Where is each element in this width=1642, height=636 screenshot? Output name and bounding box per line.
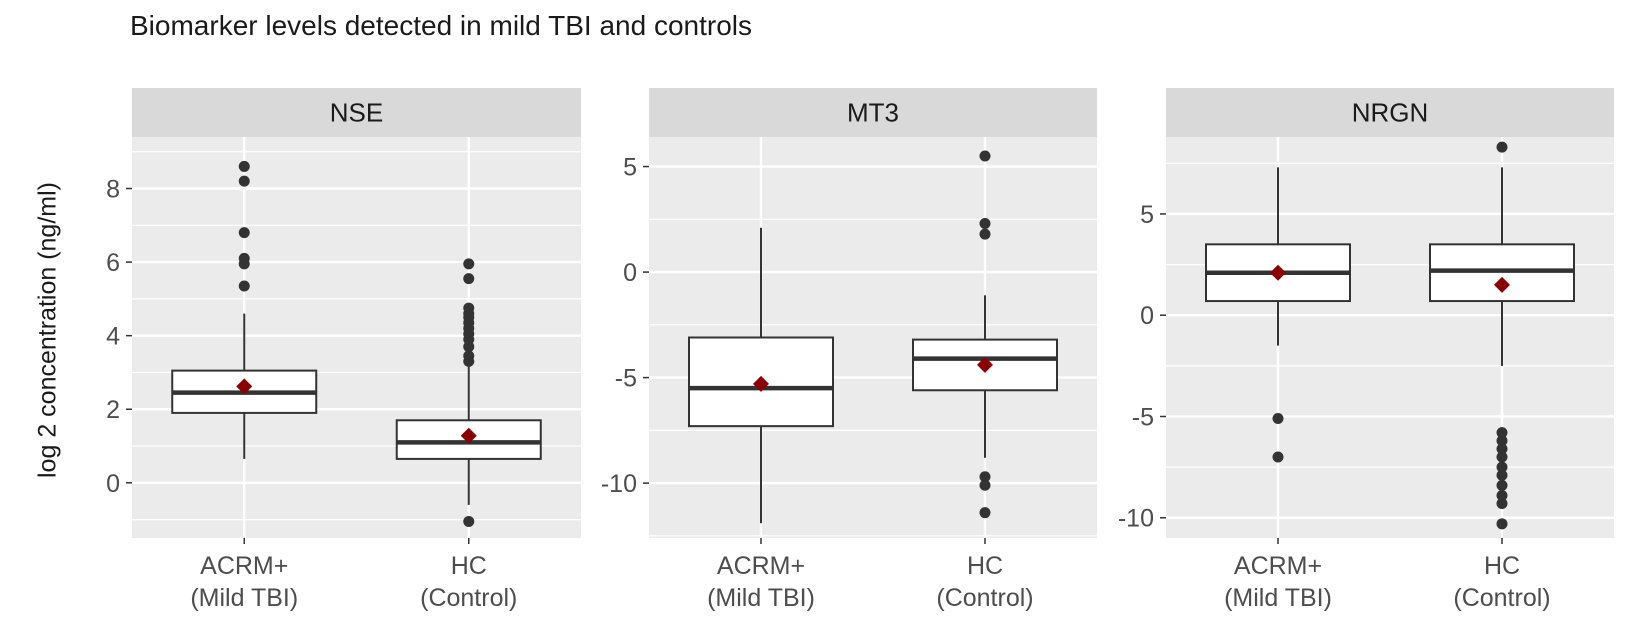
- panel-mt3-strip: [649, 88, 1097, 137]
- panel-nrgn-box-hc-outlier-point: [1496, 427, 1508, 439]
- panel-nrgn-box-hc-outlier-point: [1496, 518, 1508, 530]
- panel-mt3-strip-label: MT3: [847, 98, 899, 128]
- panel-nrgn: NRGN -10 -5 0 5 ACRM+ (Mild TBI) HC (Control): [1118, 88, 1614, 612]
- panel-nrgn-y-tick-label: 5: [1140, 201, 1154, 229]
- panel-mt3-y-tick-label: 0: [623, 259, 637, 287]
- panel-mt3-x-tick-label: (Control): [936, 584, 1033, 612]
- panel-nse-box-acrm-outlier-point: [238, 175, 250, 187]
- panel-nse-box-hc-outlier-point: [463, 302, 475, 314]
- panel-mt3-y-tick-label: -10: [601, 470, 637, 498]
- panel-nse-box-acrm-outlier-point: [238, 280, 250, 292]
- panel-nrgn-box-acrm-mean-marker: [1270, 264, 1286, 281]
- panel-nrgn-box-hc-outlier-point: [1496, 489, 1508, 501]
- panel-nse-box-acrm-outlier-point: [238, 160, 250, 172]
- panel-nrgn-strip-label: NRGN: [1352, 98, 1429, 128]
- panel-mt3-box-hc-mean-marker: [977, 356, 993, 373]
- panel-mt3-box-hc-outlier-point: [979, 228, 991, 240]
- panel-nrgn-box-acrm-outlier-point: [1272, 413, 1284, 425]
- panel-nrgn-box-hc-outlier-point: [1496, 443, 1508, 455]
- panel-nrgn-box-hc-outlier-point: [1496, 479, 1508, 491]
- panel-nse-box-hc: [395, 258, 542, 527]
- panel-nrgn-y-tick-label: -5: [1132, 403, 1154, 431]
- panel-mt3-x-tick-label: (Mild TBI): [707, 584, 815, 612]
- panel-nrgn-x-tick-label: HC: [1484, 552, 1520, 580]
- panel-nse-y-tick-label: 6: [106, 249, 120, 277]
- panel-mt3-box-hc-outlier-point: [979, 218, 991, 230]
- panel-mt3: MT3 -10 -5 0 5 ACRM+ (Mild TBI) HC (Control): [601, 88, 1097, 612]
- panel-nrgn-y-tick-label: -10: [1118, 505, 1154, 533]
- panel-nse-y-tick-label: 2: [106, 396, 120, 424]
- panel-nrgn-box-hc-outlier-point: [1496, 461, 1508, 473]
- panel-mt3-box-hc-outlier-point: [979, 479, 991, 491]
- panel-nrgn-box-hc: [1429, 141, 1575, 530]
- panel-nrgn-box-hc-outlier-point: [1496, 141, 1508, 153]
- panel-mt3-box-acrm-mean-marker: [753, 375, 769, 392]
- panel-nrgn-box-acrm-outlier-point: [1272, 451, 1284, 463]
- panel-nse-box-hc-outlier-point: [463, 515, 475, 527]
- panel-mt3-box-hc-outlier-point: [979, 150, 991, 162]
- panel-nrgn-x-tick-label: ACRM+: [1234, 552, 1322, 580]
- panel-mt3-box-hc-outlier-point: [979, 471, 991, 483]
- panel-nrgn-box-acrm: [1205, 167, 1351, 463]
- panel-nrgn-box-hc-mean-marker: [1494, 276, 1510, 293]
- panel-mt3-box-hc-outlier-point: [979, 507, 991, 519]
- panel-nse-y-tick-label: 4: [106, 323, 120, 351]
- panel-nse-y-tick-label: 0: [106, 470, 120, 498]
- panel-mt3-y-tick-label: 5: [623, 154, 637, 182]
- panel-nrgn-box-hc-outlier-point: [1496, 451, 1508, 463]
- panel-mt3-box-acrm: [688, 227, 834, 524]
- panel-nse-box-acrm-mean-marker: [236, 378, 253, 395]
- panel-mt3-y-tick-label: -5: [615, 365, 637, 393]
- panel-nse-x-tick-label: (Control): [420, 584, 517, 612]
- panel-nse-x-tick-label: (Mild TBI): [190, 584, 298, 612]
- panel-nrgn-background: [1166, 137, 1614, 538]
- panel-nse-box-acrm: [171, 160, 318, 459]
- panel-mt3-x-tick-label: HC: [967, 552, 1003, 580]
- panel-nse: NSE 0 2 4 6 8 ACRM+ (Mild TBI) HC (Control): [106, 88, 581, 612]
- panel-nrgn-y-tick-label: 0: [1140, 302, 1154, 330]
- panel-nse-strip-label: NSE: [330, 98, 383, 128]
- panel-nrgn-box-hc-outlier-point: [1496, 498, 1508, 510]
- panel-nrgn-x-tick-label: (Control): [1453, 584, 1550, 612]
- panel-nse-box-acrm-outlier-point: [238, 227, 250, 239]
- panel-nse-box-hc-mean-marker: [460, 427, 477, 444]
- panel-nrgn-x-tick-label: (Mild TBI): [1224, 584, 1332, 612]
- panel-mt3-x-tick-label: ACRM+: [717, 552, 805, 580]
- panel-nse-box-hc-outlier-point: [463, 273, 475, 285]
- panel-nse-y-tick-label: 8: [106, 176, 120, 204]
- panel-nse-x-tick-label: ACRM+: [200, 552, 288, 580]
- panel-nrgn-box-hc-outlier-point: [1496, 469, 1508, 481]
- panel-nrgn-box-hc-outlier-point: [1496, 435, 1508, 447]
- panel-nse-x-tick-label: HC: [451, 552, 487, 580]
- chart-title: Biomarker levels detected in mild TBI an…: [130, 10, 752, 41]
- panel-nse-box-hc-outlier-point: [463, 350, 475, 362]
- panel-mt3-box-hc: [912, 150, 1058, 519]
- panel-nrgn-strip: [1166, 88, 1614, 137]
- panel-nse-box-acrm-outlier-point: [238, 252, 250, 264]
- panel-nse-box-hc-outlier-point: [463, 258, 475, 270]
- panel-nse-strip: [132, 88, 581, 137]
- panel-nse-background: [132, 137, 581, 538]
